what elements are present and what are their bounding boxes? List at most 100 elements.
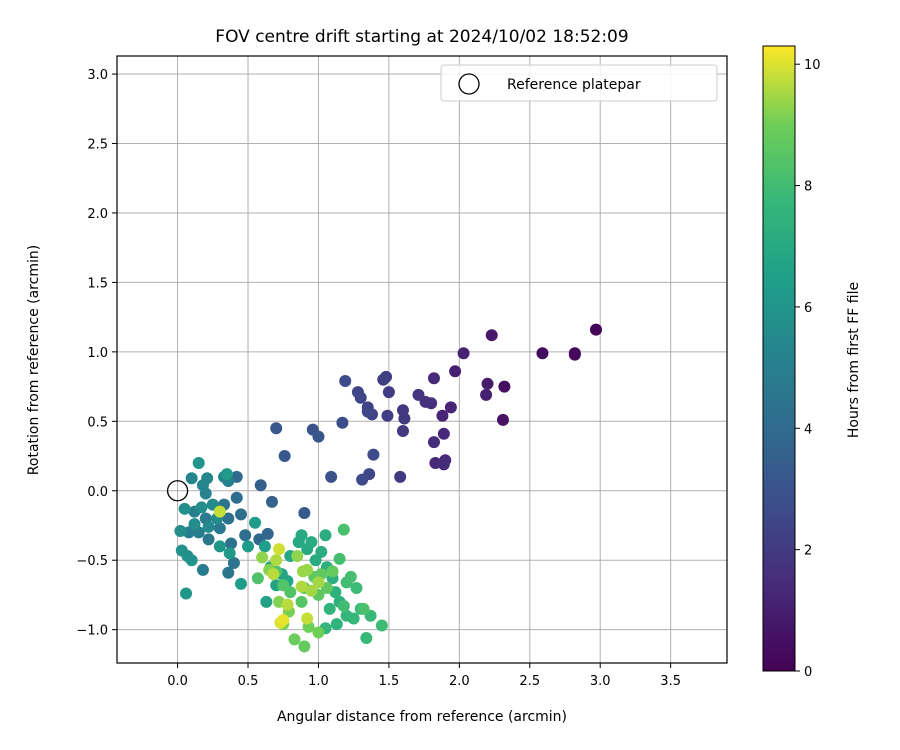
x-tick-label: 1.5 [379,674,400,689]
scatter-point [320,581,333,594]
y-tick-label: 0.5 [87,415,108,430]
scatter-point [234,508,247,521]
scatter-point [427,436,440,449]
plot-frame [116,55,728,664]
y-tick-label: 3.0 [87,68,108,83]
legend-marker-reference [458,73,480,95]
y-tick-label: −0.5 [76,554,108,569]
scatter-point [361,405,374,418]
x-tick-label: 2.0 [449,674,470,689]
scatter-point [305,536,318,549]
scatter-point [336,416,349,429]
scatter-point [185,472,198,485]
scatter-point [195,501,208,514]
scatter-point [256,551,269,564]
scatter-point [457,347,470,360]
scatter-point [323,602,336,615]
scatter-point [326,565,339,578]
y-axis-label: Rotation from reference (arcmin) [26,245,42,475]
scatter-point [375,619,388,632]
scatter-point [251,572,264,585]
scatter-point [356,473,369,486]
x-tick-label: 3.0 [590,674,611,689]
scatter-point [278,450,291,463]
scatter-point [481,377,494,390]
legend: Reference platepar [440,64,718,102]
scatter-point [312,430,325,443]
scatter-point [337,523,350,536]
scatter-point [377,373,390,386]
x-tick-label: 0.5 [238,674,259,689]
scatter-point [333,552,346,565]
scatter-point [298,506,311,519]
scatter-point [337,600,350,613]
y-tick-label: −1.0 [76,624,108,639]
scatter-point [319,529,332,542]
scatter-point [295,529,308,542]
scatter-point [325,470,338,483]
scatter-point [281,598,294,611]
colorbar-tick-label: 4 [804,422,812,437]
scatter-point [485,329,498,342]
reference-platepar-marker [166,480,189,502]
scatter-point [185,554,198,567]
scatter-point [284,586,297,599]
scatter-point [220,468,233,481]
scatter-point [437,458,450,471]
scatter-point [437,427,450,440]
scatter-point [347,612,360,625]
scatter-point [295,580,308,593]
colorbar-label: Hours from first FF file [846,282,862,438]
scatter-point [589,323,602,336]
colorbar-tick-label: 2 [804,544,812,559]
grid [117,56,727,663]
scatter-point [202,533,215,546]
scatter-point [188,518,201,531]
scatter-point [305,584,318,597]
scatter-point [223,547,236,560]
scatter-point [222,566,235,579]
scatter-point [270,422,283,435]
scatter-point [497,413,510,426]
scatter-point [360,631,373,644]
x-tick-label: 3.5 [660,674,681,689]
colorbar-ticks: 0 2 4 6 8 10 [795,58,821,680]
scatter-point [330,618,343,631]
scatter-point [381,409,394,422]
scatter-point [312,626,325,639]
scatter-point [444,401,457,414]
scatter-point [427,372,440,385]
scatter-point [196,563,209,576]
colorbar-tick-label: 8 [804,180,812,195]
scatter-point [436,409,449,422]
scatter-point [258,540,271,553]
y-tick-label: 2.5 [87,138,108,153]
scatter-point [382,386,395,399]
scatter-point [295,595,308,608]
x-tick-label: 2.5 [519,674,540,689]
scatter-point [288,633,301,646]
scatter-point [267,568,280,581]
x-tick-label: 1.0 [308,674,329,689]
scatter-point [350,581,363,594]
colorbar-tick-label: 0 [804,665,812,680]
scatter-point [301,612,314,625]
scatter-point [291,550,304,563]
scatter-point [412,388,425,401]
scatter-point [234,577,247,590]
scatter-point [301,563,314,576]
scatter-point [227,556,240,569]
scatter-point [174,525,187,538]
x-tick-label: 0.0 [167,674,188,689]
scatter-point [398,412,411,425]
y-tick-label: 1.0 [87,346,108,361]
scatter-point [315,545,328,558]
scatter-point [394,470,407,483]
scatter-point [498,380,511,393]
scatter-point [222,512,235,525]
scatter-point [536,347,549,360]
scatter-point [480,388,493,401]
scatter-point [265,495,278,508]
